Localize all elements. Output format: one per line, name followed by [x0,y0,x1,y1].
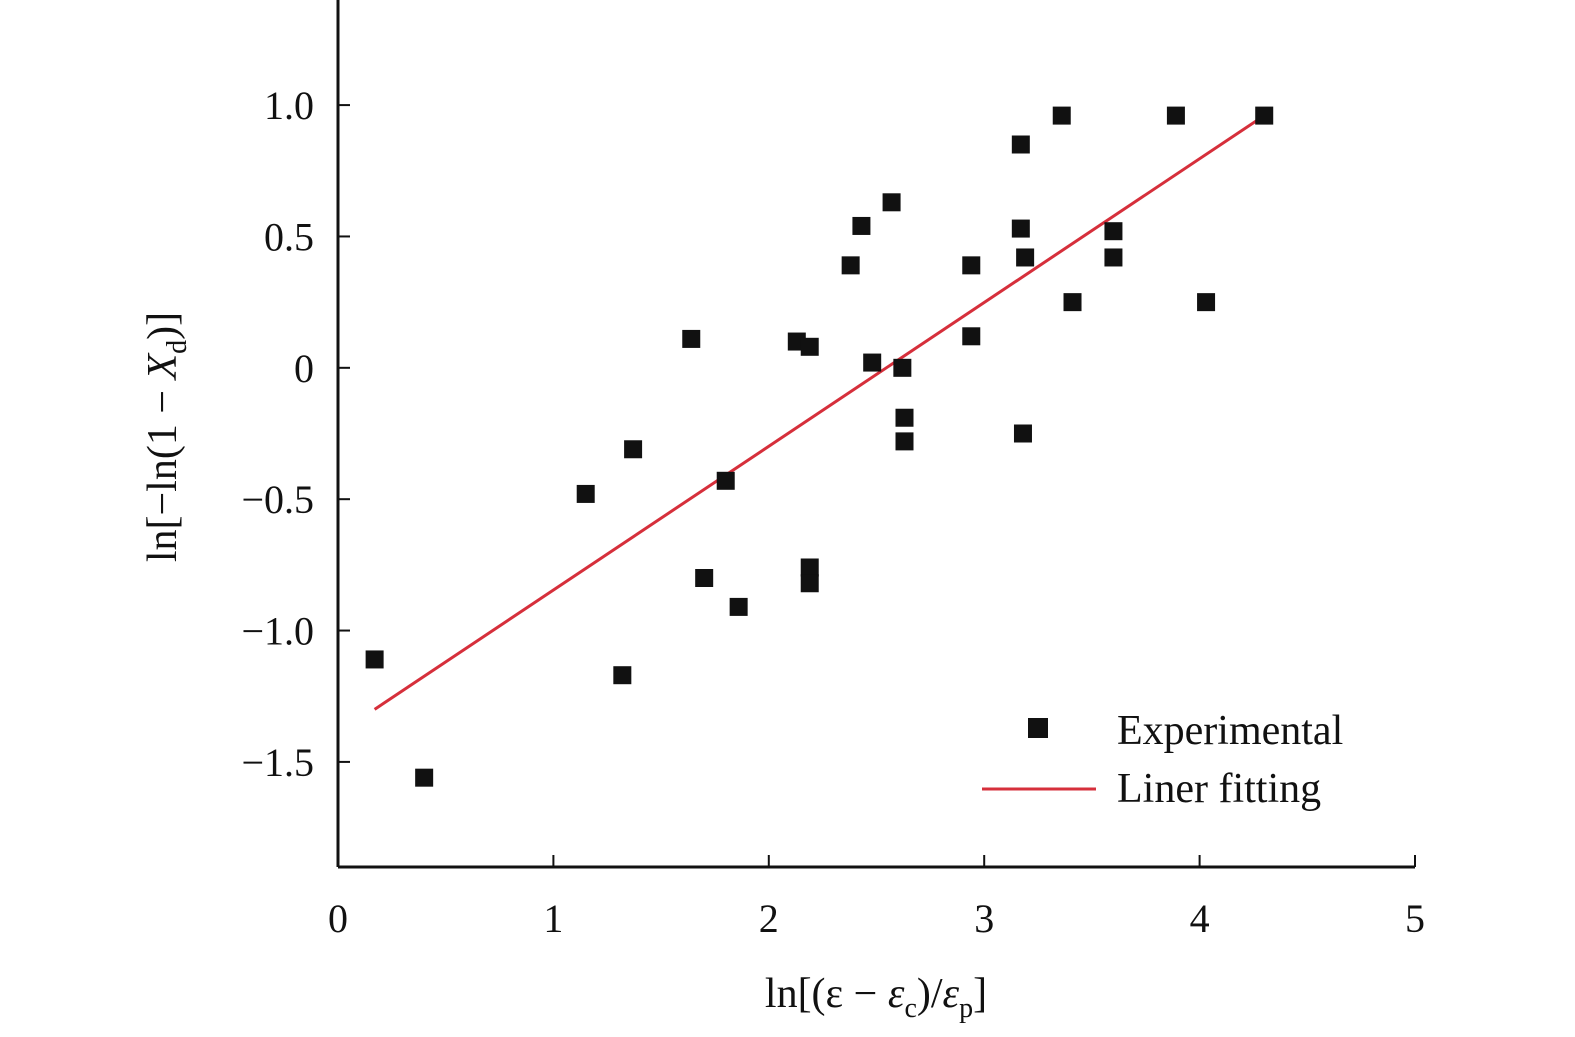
data-point [613,666,632,685]
x-tick-label: 1 [543,896,563,941]
data-point [695,569,714,587]
axes-layer: 0 1 2 3 4 5 1.0 0.5 0 −0.5 −1.0 −1.5 [241,0,1425,941]
data-point [1013,424,1032,443]
data-point [624,440,643,459]
y-tick-label: 0.5 [264,214,314,259]
data-point [1104,222,1123,241]
data-point [863,353,882,372]
data-point [576,484,595,503]
data-point [841,256,860,275]
data-point [1255,106,1274,125]
data-point [852,216,871,235]
x-axis-label: ln[(ε − εc)/εp] [765,971,987,1024]
data-point [800,337,819,356]
legend-label-experimental: Experimental [1117,708,1343,754]
fit-line [373,114,1266,711]
data-point [800,574,819,593]
data-point [365,650,384,669]
data-point [962,256,981,275]
data-point [682,329,701,348]
data-point [800,558,819,577]
data-point [893,358,912,377]
legend: Experimental Liner fitting [982,708,1343,812]
y-tick-label: −1.5 [241,740,314,785]
x-tick-label: 2 [759,896,779,941]
y-tick-label: −1.0 [241,609,314,654]
data-point [1166,106,1185,125]
data-point [882,193,901,212]
x-tick-label: 0 [328,896,348,941]
x-tick-label: 5 [1405,896,1425,941]
data-point [716,471,735,490]
y-tick-label: 1.0 [264,83,314,128]
x-tick-label: 4 [1190,896,1210,941]
y-tick-label: 0 [294,346,314,391]
data-point [962,327,981,346]
y-tick-label: −0.5 [241,477,314,522]
data-point [415,768,434,787]
data-points-layer [365,106,1274,787]
data-point [1011,135,1030,154]
x-tick-label: 3 [974,896,994,941]
fit-line-layer [373,114,1266,711]
data-point [895,432,914,451]
y-axis-label: ln[−ln(1 − Xd)] [140,312,193,562]
data-point [1052,106,1071,125]
data-point [1011,219,1030,238]
data-point [1063,293,1082,312]
data-point [1016,248,1035,267]
data-point [1104,248,1123,267]
data-point [895,408,914,427]
legend-marker-experimental [1028,718,1048,738]
legend-label-liner-fitting: Liner fitting [1117,766,1321,812]
data-point [1197,293,1216,312]
data-point [729,597,748,616]
